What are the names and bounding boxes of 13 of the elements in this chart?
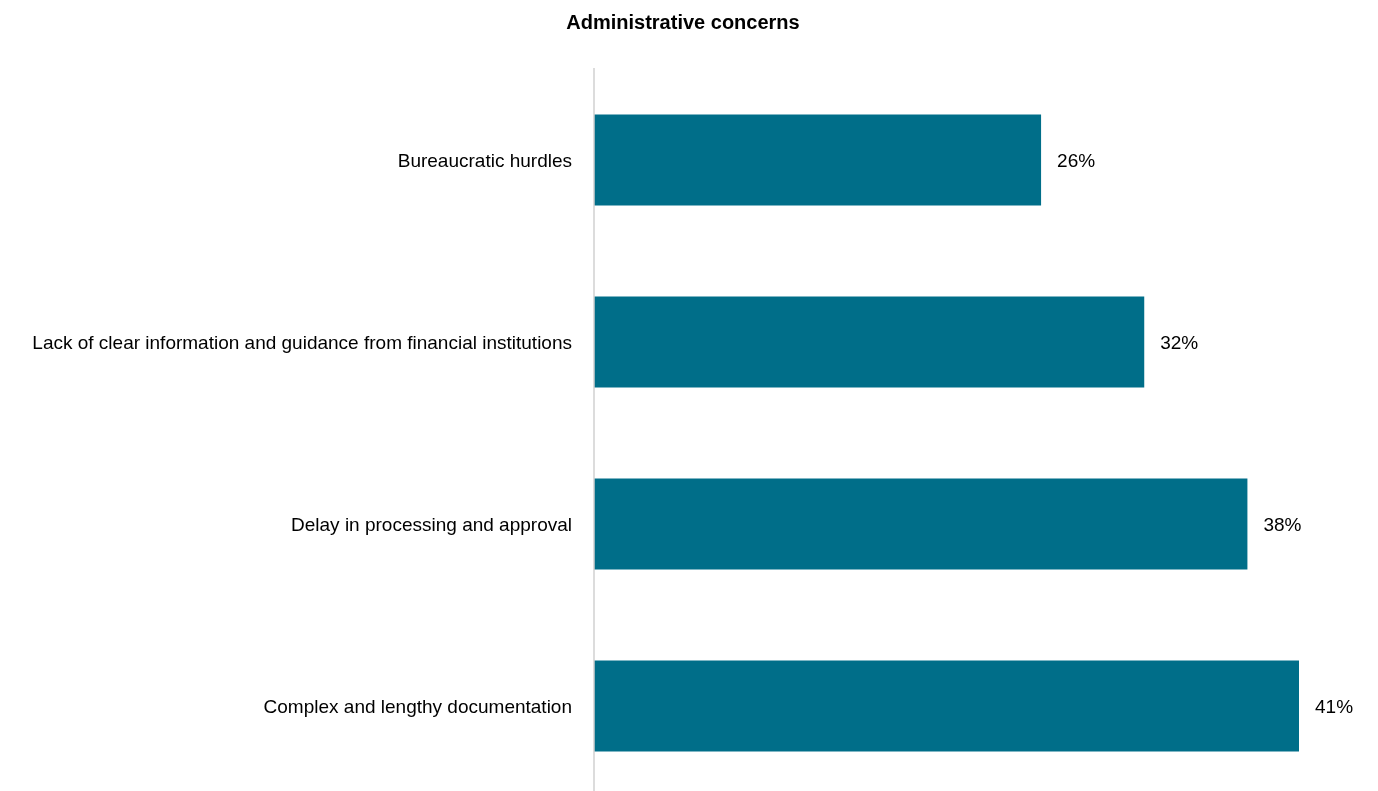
chart-title: Administrative concerns — [566, 11, 800, 33]
bar — [594, 478, 1248, 570]
y-tick-label: Delay in processing and approval — [291, 513, 572, 535]
bar — [594, 660, 1299, 752]
data-label: 38% — [1263, 513, 1302, 535]
data-label: 41% — [1315, 695, 1354, 717]
y-tick-label: Complex and lengthy documentation — [263, 695, 572, 717]
y-tick-label: Lack of clear information and guidance from financial institutions — [32, 331, 572, 353]
y-tick-label: Bureaucratic hurdles — [397, 149, 572, 171]
data-label: 32% — [1160, 331, 1199, 353]
bar — [594, 296, 1145, 388]
data-label: 26% — [1057, 149, 1096, 171]
bar — [594, 114, 1042, 206]
